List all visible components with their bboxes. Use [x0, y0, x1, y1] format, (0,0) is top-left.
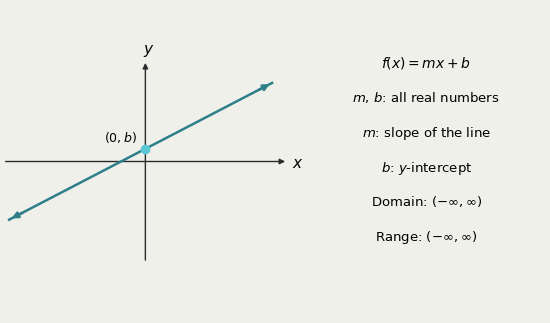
Text: $\mathit{f}(\mathit{x}) = \mathit{m}\mathit{x} + \mathit{b}$: $\mathit{f}(\mathit{x}) = \mathit{m}\mat…: [381, 55, 471, 71]
Text: $\mathit{b}$: $\mathit{y}$-intercept: $\mathit{b}$: $\mathit{y}$-intercept: [381, 160, 472, 177]
Text: $\mathit{x}$: $\mathit{x}$: [292, 156, 303, 171]
Text: Domain: $(-\infty, \infty)$: Domain: $(-\infty, \infty)$: [371, 194, 482, 209]
Text: $\mathit{m}$, $\mathit{b}$: all real numbers: $\mathit{m}$, $\mathit{b}$: all real num…: [353, 90, 500, 105]
Text: $\mathit{m}$: slope of the line: $\mathit{m}$: slope of the line: [362, 125, 491, 142]
Text: $\mathit{y}$: $\mathit{y}$: [144, 43, 155, 58]
Text: $(0, \mathit{b})$: $(0, \mathit{b})$: [104, 130, 138, 145]
Text: Range: $(-\infty, \infty)$: Range: $(-\infty, \infty)$: [375, 229, 477, 246]
